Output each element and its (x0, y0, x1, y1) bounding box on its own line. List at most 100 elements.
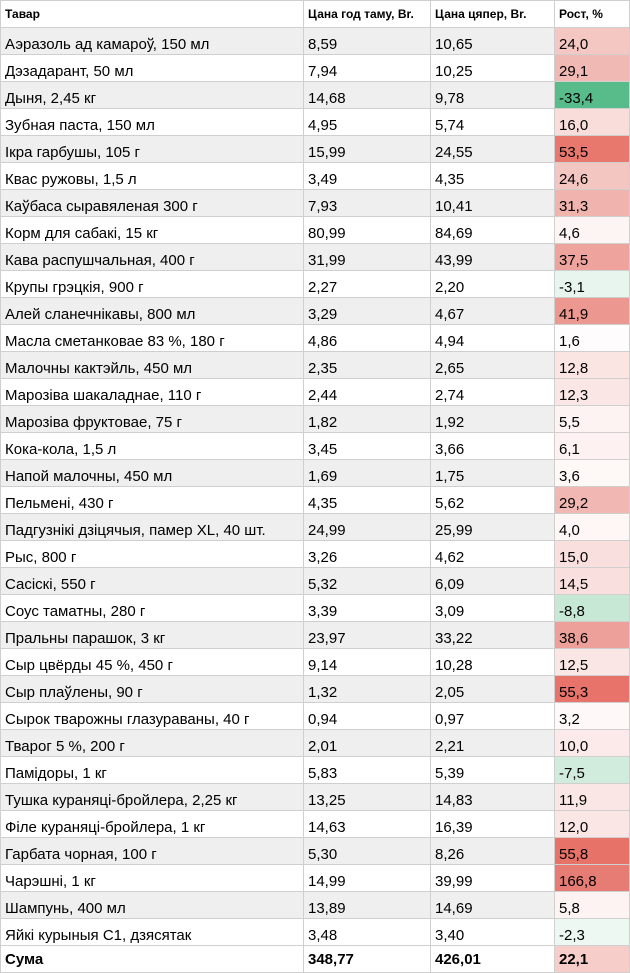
product-cell: Марозіва фруктовае, 75 г (0, 405, 304, 433)
table-row: Памідоры, 1 кг 5,83 5,39 -7,5 (0, 756, 630, 784)
old-price-cell: 15,99 (303, 135, 431, 163)
table-body: Аэразоль ад камароў, 150 мл 8,59 10,65 24,0… (0, 27, 630, 946)
growth-cell: -3,1 (554, 270, 630, 298)
new-price-cell: 3,66 (430, 432, 555, 460)
new-price-cell: 33,22 (430, 621, 555, 649)
product-cell: Яйкі курыныя С1, дзясятак (0, 918, 304, 946)
table-row: Корм для сабакі, 15 кг 80,99 84,69 4,6 (0, 216, 630, 244)
product-cell: Соус таматны, 280 г (0, 594, 304, 622)
old-price-cell: 3,29 (303, 297, 431, 325)
table-row: Рыс, 800 г 3,26 4,62 15,0 (0, 540, 630, 568)
growth-cell: 3,2 (554, 702, 630, 730)
header-product: Тавар (0, 0, 304, 28)
new-price-cell: 10,41 (430, 189, 555, 217)
growth-cell: 24,0 (554, 27, 630, 55)
product-cell: Крупы грэцкія, 900 г (0, 270, 304, 298)
table-row: Філе кураняці-бройлера, 1 кг 14,63 16,39 12… (0, 810, 630, 838)
product-cell: Філе кураняці-бройлера, 1 кг (0, 810, 304, 838)
growth-cell: -2,3 (554, 918, 630, 946)
table-row: Кава распушчальная, 400 г 31,99 43,99 37,5 (0, 243, 630, 271)
new-price-cell: 1,75 (430, 459, 555, 487)
growth-cell: 53,5 (554, 135, 630, 163)
old-price-cell: 4,35 (303, 486, 431, 514)
old-price-cell: 2,44 (303, 378, 431, 406)
old-price-cell: 7,93 (303, 189, 431, 217)
old-price-cell: 3,48 (303, 918, 431, 946)
product-cell: Дэзадарант, 50 мл (0, 54, 304, 82)
old-price-cell: 3,39 (303, 594, 431, 622)
table-row: Сыр цвёрды 45 %, 450 г 9,14 10,28 12,5 (0, 648, 630, 676)
growth-cell: 3,6 (554, 459, 630, 487)
new-price-cell: 2,74 (430, 378, 555, 406)
growth-cell: 24,6 (554, 162, 630, 190)
old-price-cell: 1,32 (303, 675, 431, 703)
table-row: Пельмені, 430 г 4,35 5,62 29,2 (0, 486, 630, 514)
new-price-cell: 10,65 (430, 27, 555, 55)
table-row: Сырок тварожны глазураваны, 40 г 0,94 0,97… (0, 702, 630, 730)
growth-cell: 55,3 (554, 675, 630, 703)
new-price-cell: 2,21 (430, 729, 555, 757)
growth-cell: 29,2 (554, 486, 630, 514)
old-price-cell: 14,63 (303, 810, 431, 838)
table-row: Напой малочны, 450 мл 1,69 1,75 3,6 (0, 459, 630, 487)
new-price-cell: 43,99 (430, 243, 555, 271)
table-row: Дыня, 2,45 кг 14,68 9,78 -33,4 (0, 81, 630, 109)
product-cell: Рыс, 800 г (0, 540, 304, 568)
total-row: Сума 348,77 426,01 22,1 (0, 945, 630, 973)
new-price-cell: 4,94 (430, 324, 555, 352)
old-price-cell: 0,94 (303, 702, 431, 730)
product-cell: Дыня, 2,45 кг (0, 81, 304, 109)
product-cell: Тварог 5 %, 200 г (0, 729, 304, 757)
product-cell: Шампунь, 400 мл (0, 891, 304, 919)
new-price-cell: 39,99 (430, 864, 555, 892)
old-price-cell: 5,30 (303, 837, 431, 865)
new-price-cell: 8,26 (430, 837, 555, 865)
table-row: Гарбата чорная, 100 г 5,30 8,26 55,8 (0, 837, 630, 865)
new-price-cell: 4,35 (430, 162, 555, 190)
new-price-cell: 5,74 (430, 108, 555, 136)
growth-cell: 12,5 (554, 648, 630, 676)
product-cell: Корм для сабакі, 15 кг (0, 216, 304, 244)
growth-cell: -7,5 (554, 756, 630, 784)
growth-cell: 15,0 (554, 540, 630, 568)
header-old-price: Цана год таму, Br. (303, 0, 431, 28)
product-cell: Масла сметанковае 83 %, 180 г (0, 324, 304, 352)
growth-cell: 11,9 (554, 783, 630, 811)
old-price-cell: 2,35 (303, 351, 431, 379)
product-cell: Сыр плаўлены, 90 г (0, 675, 304, 703)
new-price-cell: 3,09 (430, 594, 555, 622)
old-price-cell: 80,99 (303, 216, 431, 244)
old-price-cell: 9,14 (303, 648, 431, 676)
growth-cell: 6,1 (554, 432, 630, 460)
old-price-cell: 13,89 (303, 891, 431, 919)
new-price-cell: 10,28 (430, 648, 555, 676)
product-cell: Чарэшні, 1 кг (0, 864, 304, 892)
table-row: Дэзадарант, 50 мл 7,94 10,25 29,1 (0, 54, 630, 82)
new-price-cell: 16,39 (430, 810, 555, 838)
growth-cell: 12,0 (554, 810, 630, 838)
growth-cell: 4,6 (554, 216, 630, 244)
new-price-cell: 5,62 (430, 486, 555, 514)
table-row: Чарэшні, 1 кг 14,99 39,99 166,8 (0, 864, 630, 892)
old-price-cell: 4,95 (303, 108, 431, 136)
old-price-cell: 31,99 (303, 243, 431, 271)
new-price-cell: 14,69 (430, 891, 555, 919)
old-price-cell: 2,27 (303, 270, 431, 298)
table-row: Крупы грэцкія, 900 г 2,27 2,20 -3,1 (0, 270, 630, 298)
growth-cell: 5,8 (554, 891, 630, 919)
old-price-cell: 3,45 (303, 432, 431, 460)
table-row: Тушка кураняці-бройлера, 2,25 кг 13,25 14,… (0, 783, 630, 811)
total-label: Сума (0, 945, 304, 973)
new-price-cell: 4,67 (430, 297, 555, 325)
new-price-cell: 25,99 (430, 513, 555, 541)
product-cell: Малочны кактэйль, 450 мл (0, 351, 304, 379)
product-cell: Сасіскі, 550 г (0, 567, 304, 595)
table-row: Пральны парашок, 3 кг 23,97 33,22 38,6 (0, 621, 630, 649)
old-price-cell: 5,83 (303, 756, 431, 784)
new-price-cell: 0,97 (430, 702, 555, 730)
old-price-cell: 2,01 (303, 729, 431, 757)
product-cell: Зубная паста, 150 мл (0, 108, 304, 136)
growth-cell: 10,0 (554, 729, 630, 757)
product-cell: Каўбаса сыравяленая 300 г (0, 189, 304, 217)
table-row: Малочны кактэйль, 450 мл 2,35 2,65 12,8 (0, 351, 630, 379)
